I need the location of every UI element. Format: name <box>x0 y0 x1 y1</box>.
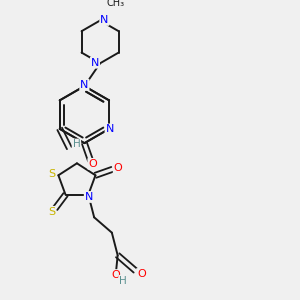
Text: N: N <box>100 15 109 25</box>
Text: O: O <box>88 159 97 169</box>
Text: CH₃: CH₃ <box>106 0 124 8</box>
Text: N: N <box>106 124 114 134</box>
Text: H: H <box>119 276 127 286</box>
Text: O: O <box>114 163 122 173</box>
Text: H: H <box>73 140 80 149</box>
Text: O: O <box>137 269 146 279</box>
Text: N: N <box>91 58 99 68</box>
Text: N: N <box>80 80 88 90</box>
Text: O: O <box>112 270 120 280</box>
Text: N: N <box>85 192 93 202</box>
Text: S: S <box>48 207 55 217</box>
Text: S: S <box>49 169 56 179</box>
